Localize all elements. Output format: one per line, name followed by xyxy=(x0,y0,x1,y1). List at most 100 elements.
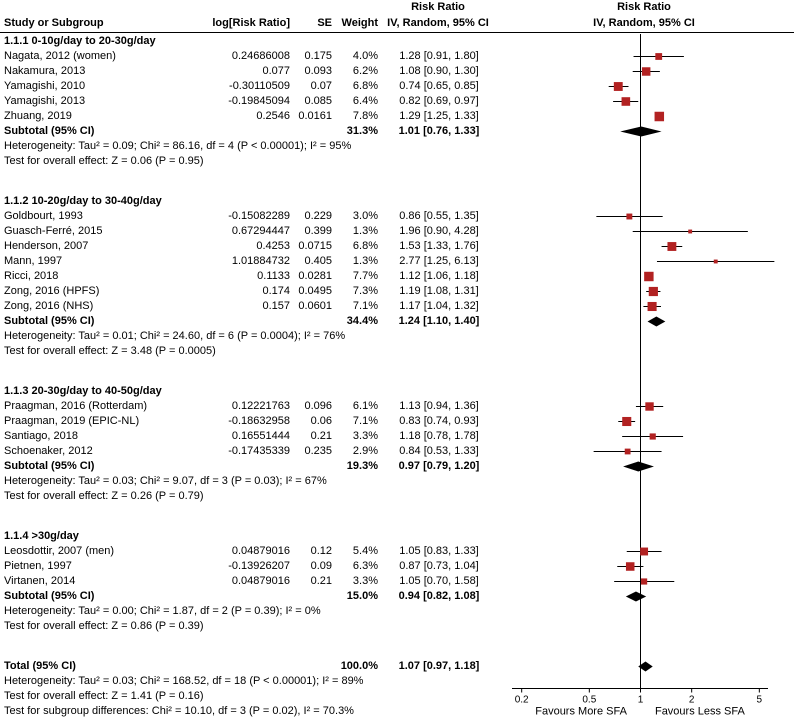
log-risk-ratio-value: 0.67294447 xyxy=(231,225,290,237)
subtotal-weight: 15.0% xyxy=(346,590,378,602)
subtotal-row: Subtotal (95% CI) 19.3% 0.97 [0.79, 1.20] xyxy=(0,459,500,474)
subtotal-row: Subtotal (95% CI) 15.0% 0.94 [0.82, 1.08] xyxy=(0,589,500,604)
log-risk-ratio-value: -0.30110509 xyxy=(229,80,290,92)
study-name: Henderson, 2007 xyxy=(4,240,89,252)
se-value: 0.175 xyxy=(304,50,332,62)
weight-value: 7.1% xyxy=(352,415,378,427)
study-row: Zong, 2016 (NHS) 0.157 0.0601 7.1% 1.17 [1.0… xyxy=(0,299,500,314)
study-name: Goldbourt, 1993 xyxy=(4,210,83,222)
subgroup-title: 1.1.4 >30g/day xyxy=(4,530,79,542)
se-value: 0.235 xyxy=(304,445,332,457)
overall-effect-text: Test for overall effect: Z = 1.41 (P = 0… xyxy=(4,690,204,702)
subgroup-heading-row: 1.1.3 20-30g/day to 40-50g/day xyxy=(0,384,500,399)
se-value: 0.096 xyxy=(304,400,332,412)
effect-square xyxy=(613,82,623,91)
study-name: Yamagishi, 2013 xyxy=(4,95,86,107)
subgroup-title: 1.1.1 0-10g/day to 20-30g/day xyxy=(4,35,156,47)
study-row: Nagata, 2012 (women) 0.24686008 0.175 4.0% 1… xyxy=(0,49,500,64)
heterogeneity-row: Heterogeneity: Tau² = 0.09; Chi² = 86.16… xyxy=(0,139,500,154)
weight-value: 1.3% xyxy=(352,255,378,267)
log-risk-ratio-value: 0.12221763 xyxy=(231,400,290,412)
log-risk-ratio-value: 0.04879016 xyxy=(231,545,290,557)
subtotal-diamond xyxy=(647,316,666,327)
log-risk-ratio-value: -0.17435339 xyxy=(228,445,290,457)
overall-effect-row: Test for overall effect: Z = 0.86 (P = 0… xyxy=(0,619,500,634)
se-value: 0.12 xyxy=(310,545,332,557)
study-row: Virtanen, 2014 0.04879016 0.21 3.3% 1.05 [0.… xyxy=(0,574,500,589)
risk-ratio-ci-text: 0.86 [0.55, 1.35] xyxy=(399,210,479,222)
overall-effect-row: Test for overall effect: Z = 0.26 (P = 0… xyxy=(0,489,500,504)
study-name: Zhuang, 2019 xyxy=(4,110,72,122)
log-risk-ratio-value: 0.2546 xyxy=(256,110,290,122)
study-name: Nagata, 2012 (women) xyxy=(4,50,116,62)
subtotal-label: Subtotal (95% CI) xyxy=(4,460,95,472)
column-header-se: SE xyxy=(317,17,332,29)
effect-square xyxy=(667,242,677,251)
subtotal-weight: 34.4% xyxy=(346,315,378,327)
axis-tick-label: 0.5 xyxy=(582,695,596,706)
overall-effect-text: Test for overall effect: Z = 0.86 (P = 0… xyxy=(4,620,204,632)
log-risk-ratio-value: 0.077 xyxy=(262,65,290,77)
axis-tick-label: 2 xyxy=(689,695,695,706)
study-row: Pietnen, 1997 -0.13926207 0.09 6.3% 0.87 [0.… xyxy=(0,559,500,574)
subtotal-label: Subtotal (95% CI) xyxy=(4,125,95,137)
effect-column-title: Risk Ratio xyxy=(411,1,465,13)
risk-ratio-ci-text: 0.82 [0.69, 0.97] xyxy=(399,95,479,107)
risk-ratio-ci-text: 1.08 [0.90, 1.30] xyxy=(399,65,479,77)
favours-left-label: Favours More SFA xyxy=(535,706,627,718)
overall-effect-row: Test for overall effect: Z = 0.06 (P = 0… xyxy=(0,154,500,169)
overall-effect-row: Test for overall effect: Z = 3.48 (P = 0… xyxy=(0,344,500,359)
se-value: 0.06 xyxy=(310,415,332,427)
study-name: Zong, 2016 (HPFS) xyxy=(4,285,100,297)
table-header: Risk Ratio Risk Ratio Study or Subgroup … xyxy=(0,0,794,33)
study-row: Santiago, 2018 0.16551444 0.21 3.3% 1.18 [0.… xyxy=(0,429,500,444)
heterogeneity-text: Heterogeneity: Tau² = 0.09; Chi² = 86.16… xyxy=(4,140,352,152)
subgroup-title: 1.1.2 10-20g/day to 30-40g/day xyxy=(4,195,162,207)
subtotal-row: Subtotal (95% CI) 34.4% 1.24 [1.10, 1.40] xyxy=(0,314,500,329)
se-value: 0.07 xyxy=(310,80,332,92)
log-risk-ratio-value: 0.4253 xyxy=(256,240,290,252)
weight-value: 7.7% xyxy=(352,270,378,282)
heterogeneity-text: Heterogeneity: Tau² = 0.01; Chi² = 24.60… xyxy=(4,330,346,342)
study-name: Santiago, 2018 xyxy=(4,430,79,442)
weight-value: 6.2% xyxy=(352,65,378,77)
plot-method-title: IV, Random, 95% CI xyxy=(593,17,695,29)
weight-value: 4.0% xyxy=(352,50,378,62)
study-row: Praagman, 2019 (EPIC-NL) -0.18632958 0.06 7… xyxy=(0,414,500,429)
se-value: 0.21 xyxy=(310,430,332,442)
se-value: 0.0161 xyxy=(298,110,332,122)
subtotal-ci-text: 0.97 [0.79, 1.20] xyxy=(398,460,480,472)
heterogeneity-row: Heterogeneity: Tau² = 0.00; Chi² = 1.87,… xyxy=(0,604,500,619)
study-row: Praagman, 2016 (Rotterdam) 0.12221763 0.09… xyxy=(0,399,500,414)
se-value: 0.0601 xyxy=(298,300,332,312)
effect-square xyxy=(648,286,658,297)
subgroup-heading-row: 1.1.2 10-20g/day to 30-40g/day xyxy=(0,194,500,209)
column-header-study: Study or Subgroup xyxy=(4,17,104,29)
section-spacer xyxy=(0,359,500,384)
study-name: Mann, 1997 xyxy=(4,255,63,267)
effect-square xyxy=(625,562,635,571)
risk-ratio-ci-text: 1.96 [0.90, 4.28] xyxy=(399,225,479,237)
effect-square xyxy=(654,111,665,122)
risk-ratio-ci-text: 0.74 [0.65, 0.85] xyxy=(399,80,479,92)
column-header-log-risk-ratio: log[Risk Ratio] xyxy=(212,17,290,29)
study-name: Ricci, 2018 xyxy=(4,270,59,282)
effect-square xyxy=(626,213,633,220)
weight-value: 3.3% xyxy=(352,430,378,442)
subtotal-ci-text: 0.94 [0.82, 1.08] xyxy=(398,590,480,602)
heterogeneity-text: Heterogeneity: Tau² = 0.03; Chi² = 9.07,… xyxy=(4,475,327,487)
forest-plot-svg: 0.2 0.5 1 2 5 Favours More SFA Favours Less SF… xyxy=(512,34,775,718)
effect-square xyxy=(688,229,693,234)
weight-value: 6.8% xyxy=(352,240,378,252)
axis-tick-label: 5 xyxy=(757,695,763,706)
section-spacer xyxy=(0,169,500,194)
log-risk-ratio-value: -0.15082289 xyxy=(228,210,290,222)
log-risk-ratio-value: 1.01884732 xyxy=(231,255,290,267)
risk-ratio-ci-text: 1.19 [1.08, 1.31] xyxy=(399,285,479,297)
study-name: Zong, 2016 (NHS) xyxy=(4,300,94,312)
effect-square xyxy=(641,67,651,76)
rows-container: 1.1.1 0-10g/day to 20-30g/day Nagata, 201… xyxy=(0,34,500,719)
se-value: 0.09 xyxy=(310,560,332,572)
effect-square xyxy=(621,97,631,106)
effect-square xyxy=(640,547,649,556)
